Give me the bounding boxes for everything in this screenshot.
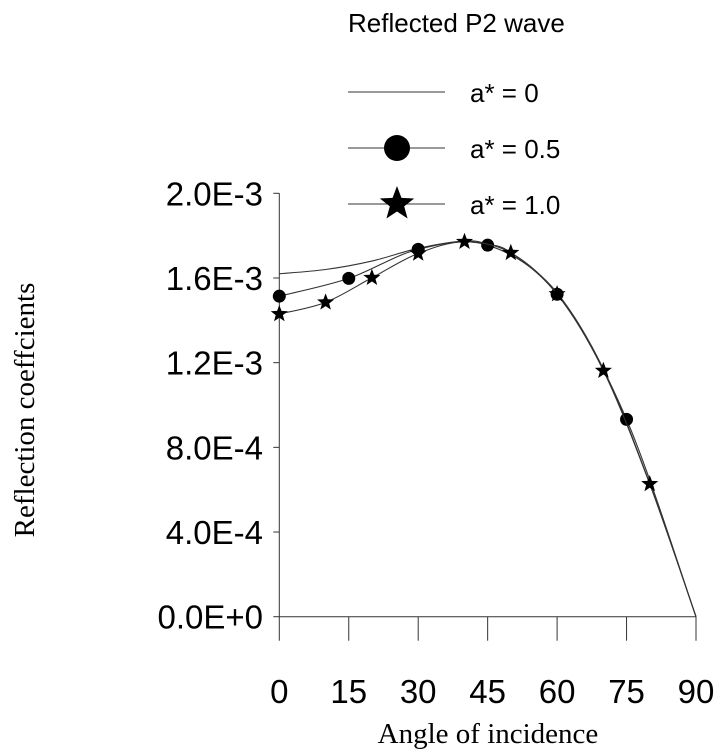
star-marker [548, 285, 566, 302]
y-tick-label: 1.2E-3 [166, 345, 263, 382]
x-tick-label: 15 [330, 673, 367, 710]
x-tick-label: 60 [539, 673, 576, 710]
x-axis-label: Angle of incidence [378, 718, 599, 750]
circle-marker [481, 238, 495, 252]
star-marker [594, 361, 612, 378]
x-tick-label: 0 [270, 673, 288, 710]
y-tick-label: 4.0E-4 [166, 514, 263, 551]
series-2 [270, 232, 697, 617]
star-marker [641, 474, 659, 492]
circle-marker [272, 289, 286, 303]
series-0 [279, 240, 697, 617]
star-marker [502, 243, 520, 261]
series-line [279, 240, 697, 617]
legend-label: a* = 0.5 [470, 134, 560, 164]
y-axis-label: Reflection coeffcients [9, 283, 41, 538]
series-1 [272, 238, 697, 617]
x-tick-label: 75 [608, 673, 645, 710]
y-tick-label: 2.0E-3 [166, 175, 263, 212]
star-marker [379, 186, 415, 219]
series-line [279, 241, 697, 617]
legend-label: a* = 0 [470, 78, 539, 108]
y-tick-label: 0.0E+0 [157, 599, 263, 636]
chart-title: Reflected P2 wave [348, 8, 565, 38]
series-group [270, 232, 697, 617]
circle-marker [342, 271, 356, 285]
axes: 0.0E+0 4.0E-4 8.0E-4 1.2E-3 1.6E-3 2.0E-3 0 15 3… [157, 175, 714, 710]
circle-marker [384, 135, 410, 161]
y-tick-label: 8.0E-4 [166, 429, 263, 466]
x-tick-label: 30 [400, 673, 437, 710]
star-marker [317, 293, 335, 310]
star-marker [455, 232, 474, 250]
x-tick-label: 90 [678, 673, 715, 710]
star-marker [270, 304, 288, 322]
star-marker [363, 268, 381, 286]
legend: a* = 0 a* = 0.5 a* = 1.0 [348, 78, 560, 220]
legend-label: a* = 1.0 [470, 190, 560, 220]
y-tick-label: 1.6E-3 [166, 260, 263, 297]
x-tick-label: 45 [469, 673, 506, 710]
star-marker [409, 244, 427, 261]
series-line [279, 241, 697, 617]
